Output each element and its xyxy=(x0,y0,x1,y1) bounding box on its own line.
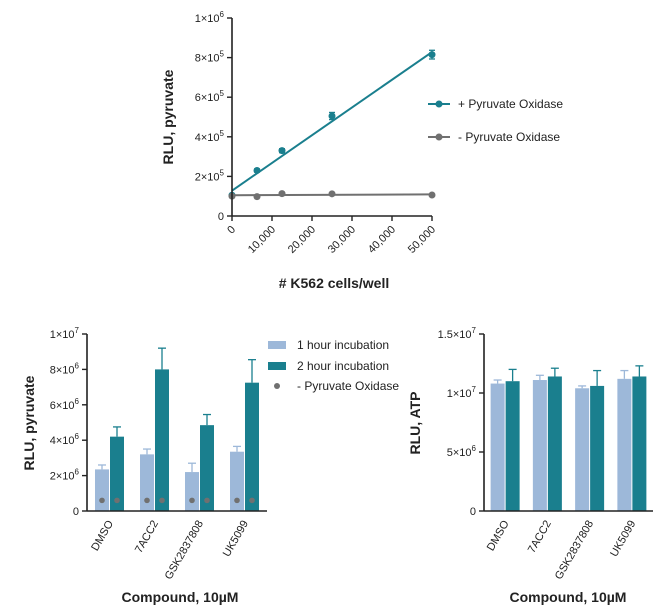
x-tick-label: 7ACC2 xyxy=(526,519,554,556)
y-axis-title: RLU, pyruvate xyxy=(160,69,176,164)
x-tick-label: UK5099 xyxy=(608,519,638,559)
x-tick-label: GSK2837808 xyxy=(163,519,206,582)
minus-po-point xyxy=(234,497,240,504)
x-tick-label: DMSO xyxy=(89,518,116,553)
plot-area xyxy=(490,365,647,511)
bar-series-2 xyxy=(505,381,520,511)
legend-marker-plus-po xyxy=(435,100,443,108)
x-tick-label: 40,000 xyxy=(366,224,398,256)
y-tick-label: 8×105 xyxy=(195,50,225,65)
legend-label-plus-po: + Pyruvate Oxidase xyxy=(458,97,563,111)
legend-item-minus-po: - Pyruvate Oxidase xyxy=(274,379,399,393)
bar-series-1 xyxy=(140,454,154,511)
bar-series-1 xyxy=(230,451,244,511)
x-tick-label: GSK2837808 xyxy=(553,519,596,582)
bar-series-2 xyxy=(245,382,259,511)
minus-po-point xyxy=(99,497,105,504)
bar-series-1 xyxy=(185,472,199,511)
y-tick-label: 1×106 xyxy=(195,10,225,25)
minus-po-point xyxy=(204,497,210,504)
x-tick-label: 0 xyxy=(225,224,238,237)
legend-item-1h: 1 hour incubation xyxy=(268,338,389,352)
minus-po-point xyxy=(159,497,165,504)
legend-swatch-1h xyxy=(268,341,286,349)
data-point-series-2 xyxy=(328,190,336,198)
minus-po-point xyxy=(249,497,255,504)
legend-swatch-2h xyxy=(268,362,286,370)
y-tick-label: 2×106 xyxy=(50,468,80,483)
x-axis-title: # K562 cells/well xyxy=(279,275,390,291)
bar-series-2 xyxy=(590,385,605,511)
minus-po-point xyxy=(144,497,150,504)
x-tick-label: 7ACC2 xyxy=(133,519,161,556)
y-tick-label: 5×106 xyxy=(447,444,477,459)
y-tick-label: 0 xyxy=(470,506,476,518)
y-tick-label: 4×105 xyxy=(195,129,225,144)
y-tick-label: 8×106 xyxy=(50,361,80,376)
y-tick-label: 0 xyxy=(73,506,79,518)
legend-marker-minus-po xyxy=(435,133,443,141)
bar-series-2 xyxy=(200,425,214,511)
x-tick-label: 30,000 xyxy=(326,224,358,256)
data-point-series-1 xyxy=(278,147,286,155)
data-point-series-1 xyxy=(328,112,336,120)
line-chart-cells: 0 2×105 4×105 6×105 8×105 1×106 0 10,000 20,000… xyxy=(160,10,563,291)
minus-po-point xyxy=(114,497,120,504)
legend-item-plus-po: + Pyruvate Oxidase xyxy=(428,97,563,111)
y-tick-label: 2×105 xyxy=(195,168,225,183)
bar-series-1 xyxy=(95,469,109,511)
bar-series-1 xyxy=(617,378,632,511)
x-tick-label: DMSO xyxy=(485,518,512,553)
bar-series-1 xyxy=(532,380,547,511)
legend-label-minus-po: - Pyruvate Oxidase xyxy=(297,379,399,393)
bar-series-2 xyxy=(632,376,647,511)
x-tick-label: UK5099 xyxy=(221,519,251,559)
legend-label-2h: 2 hour incubation xyxy=(297,359,389,373)
y-tick-label: 4×106 xyxy=(50,432,80,447)
y-tick-label: 1×107 xyxy=(50,326,80,341)
x-tick-label: 50,000 xyxy=(406,224,438,256)
y-axis-title: RLU, pyruvate xyxy=(21,375,37,470)
legend: 1 hour incubation 2 hour incubation - Py… xyxy=(268,338,399,393)
bar-series-2 xyxy=(155,369,169,511)
bar-chart-pyruvate: 0 2×106 4×106 6×106 8×106 1×107 DMSO 7ACC2 GSK2… xyxy=(21,326,399,605)
data-point-series-1 xyxy=(253,166,261,174)
legend-item-2h: 2 hour incubation xyxy=(268,359,389,373)
legend: + Pyruvate Oxidase - Pyruvate Oxidase xyxy=(428,97,563,144)
plot-area xyxy=(95,347,259,511)
bar-series-2 xyxy=(547,376,562,511)
y-tick-label: 1.5×107 xyxy=(438,326,477,341)
data-point-series-1 xyxy=(428,51,436,59)
legend-label-minus-po: - Pyruvate Oxidase xyxy=(458,130,560,144)
legend-item-minus-po: - Pyruvate Oxidase xyxy=(428,130,560,144)
y-axis-ticks: 0 2×105 4×105 6×105 8×105 1×106 xyxy=(195,10,232,223)
data-point-series-2 xyxy=(278,190,286,198)
y-axis-ticks: 0 2×106 4×106 6×106 8×106 1×107 xyxy=(50,326,87,518)
y-axis-title: RLU, ATP xyxy=(407,392,423,455)
y-tick-label: 1×107 xyxy=(447,385,477,400)
minus-po-point xyxy=(189,497,195,504)
fit-line-series-1 xyxy=(231,51,433,192)
x-axis-title: Compound, 10µM xyxy=(122,589,239,605)
y-axis-ticks: 0 5×106 1×107 1.5×107 xyxy=(438,326,484,518)
plot-area xyxy=(228,49,436,201)
y-tick-label: 6×105 xyxy=(195,89,225,104)
y-tick-label: 6×106 xyxy=(50,397,80,412)
x-axis-title: Compound, 10µM xyxy=(510,589,627,605)
x-axis-ticks: 0 10,000 20,000 30,000 40,000 50,000 xyxy=(225,216,438,256)
x-tick-label: 10,000 xyxy=(246,224,278,256)
bar-series-1 xyxy=(490,383,505,511)
data-point-series-2 xyxy=(253,193,261,201)
bar-series-1 xyxy=(575,388,590,511)
legend-label-1h: 1 hour incubation xyxy=(297,338,389,352)
legend-marker-minus-po xyxy=(274,383,280,389)
bar-series-2 xyxy=(110,436,124,511)
x-tick-label: 20,000 xyxy=(286,224,318,256)
y-tick-label: 0 xyxy=(218,211,224,223)
data-point-series-2 xyxy=(428,191,436,199)
